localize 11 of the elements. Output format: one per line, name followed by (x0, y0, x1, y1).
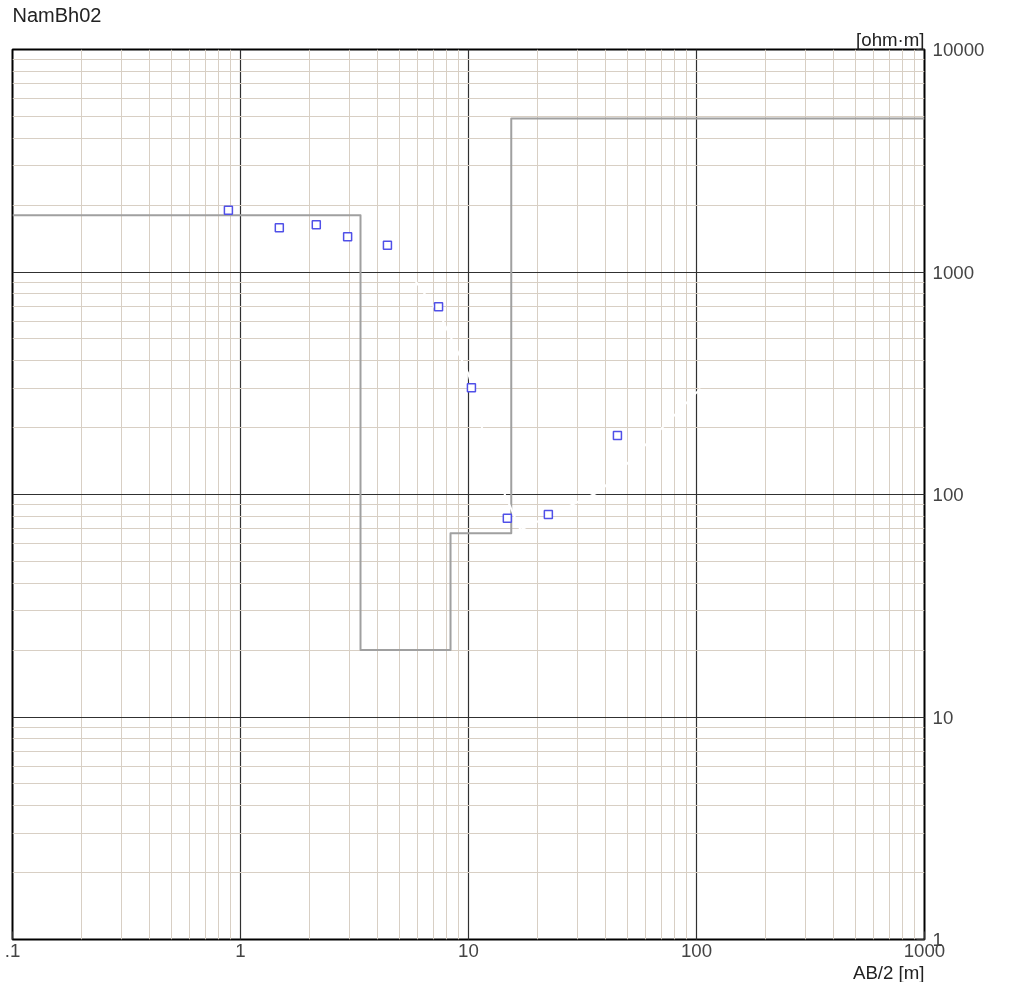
x-tick-label: 1 (235, 939, 246, 961)
y-tick-label: 100 (932, 484, 964, 505)
x-axis-title: AB/2 [m] (852, 961, 925, 982)
y-tick-label: 10000 (932, 39, 985, 60)
x-tick-label: 10 (458, 939, 479, 961)
x-tick-label: 100 (680, 939, 713, 961)
y-tick-label: 10 (932, 706, 954, 728)
y-axis-title: [ohm·m] (856, 28, 925, 50)
x-tick-label: .1 (4, 939, 21, 961)
chart-title: NamBh02 (12, 3, 102, 26)
y-tick-label: 1000 (932, 261, 975, 283)
